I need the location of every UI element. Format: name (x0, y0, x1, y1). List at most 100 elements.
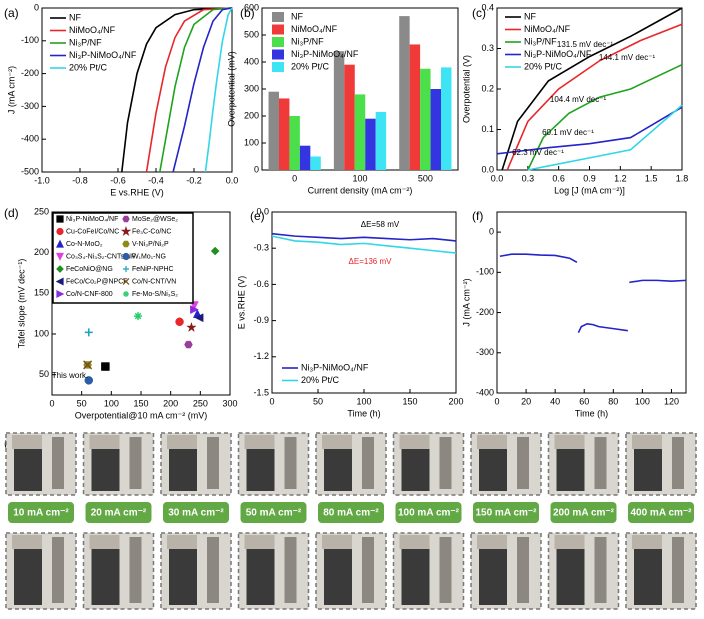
y-tick-label: -100 (476, 267, 494, 277)
legend-swatch (272, 37, 284, 47)
photo-side-view (207, 537, 219, 603)
legend-marker (122, 252, 130, 261)
photo-side-view (129, 437, 142, 489)
x-tick-label: 100 (635, 396, 650, 406)
y-tick-label: -300 (476, 347, 494, 357)
photo-electrode (91, 449, 120, 491)
photo-side-view (439, 437, 452, 489)
legend-label: NiMoO₄/NF (69, 25, 116, 35)
photo-holder (632, 535, 662, 549)
panel-label: (f) (472, 209, 483, 223)
photo-side-view (52, 437, 64, 489)
y-tick-label: -500 (21, 166, 39, 176)
photo-electrode (634, 549, 662, 605)
chart-panel: (f) -400 -300 -200 -100 0 0 20 40 60 80 100 120 Time … (461, 209, 687, 418)
x-axis-title: Log [J (mA cm⁻²)] (554, 185, 625, 195)
current-density-label: 10 mA cm⁻² (13, 508, 69, 519)
x-tick-label: -0.6 (110, 175, 126, 185)
x-tick-label: 100 (104, 398, 119, 408)
y-tick-label: -400 (476, 387, 494, 397)
photo-side-view (672, 437, 684, 489)
current-density-label: 400 mA cm⁻² (630, 508, 692, 519)
panel-label: (a) (4, 6, 19, 20)
photo-holder (89, 435, 120, 449)
data-line (527, 104, 683, 171)
x-axis-title: Current density (mA cm⁻²) (308, 185, 413, 195)
x-tick-label: 100 (356, 396, 371, 406)
legend-label: Ni₃P/NF (291, 36, 324, 46)
y-tick-label: 500 (244, 29, 259, 39)
label-pill (85, 502, 152, 523)
legend-label: Ni₃P/NF (524, 36, 557, 46)
photo-electrode (479, 449, 507, 491)
panel-label: (b) (240, 6, 255, 20)
label-pill (240, 502, 307, 523)
y-tick-label: -0.6 (253, 279, 269, 289)
bar (344, 64, 355, 170)
photo-side-view (284, 437, 297, 489)
photo-side-view (439, 537, 452, 603)
x-tick-label: 20 (521, 396, 531, 406)
data-line (499, 253, 687, 334)
y-tick-label: 0 (254, 164, 259, 174)
y-tick-label: -1.2 (253, 351, 269, 361)
x-tick-label: 50 (313, 396, 323, 406)
legend-marker (56, 227, 64, 236)
legend-swatch (272, 24, 284, 35)
photo-holder (322, 535, 352, 549)
legend-label: Ni₃P-NiMoO₄/NF (291, 49, 359, 59)
x-tick-label: 500 (418, 173, 433, 183)
y-tick-label: 0.3 (481, 43, 494, 53)
data-line (496, 106, 683, 155)
bar (268, 91, 279, 170)
legend-label: 20% Pt/C (69, 62, 108, 72)
bar (409, 44, 421, 171)
bar (430, 89, 442, 170)
data-line (145, 7, 233, 173)
photo-side-view (362, 537, 374, 603)
legend-marker (123, 266, 129, 272)
data-line (271, 235, 457, 254)
y-tick-label: 300 (244, 83, 259, 93)
x-tick-label: 100 (352, 173, 367, 183)
photo-side-view (517, 537, 529, 603)
x-tick-label: 80 (608, 396, 618, 406)
data-line (172, 7, 233, 173)
label-pill (473, 502, 539, 523)
x-tick-label: 0.9 (583, 173, 596, 183)
legend-label: NF (69, 12, 81, 22)
y-tick-label: 100 (34, 328, 49, 338)
x-tick-label: 300 (222, 398, 237, 408)
label-pill (628, 502, 694, 523)
photo-electrode (324, 449, 352, 491)
photo-side-view (672, 537, 684, 603)
legend-swatch (272, 49, 284, 60)
y-tick-label: 0.1 (481, 124, 494, 134)
current-density-label: 50 mA cm⁻² (246, 508, 302, 519)
y-axis-title: J (mA cm⁻²) (6, 66, 16, 114)
bar (310, 156, 321, 170)
bar (278, 98, 290, 170)
annotation: ΔE=136 mV (349, 257, 393, 266)
x-tick-label: 250 (193, 398, 208, 408)
label-pill (163, 502, 229, 523)
bar (333, 51, 345, 171)
scatter-point (84, 328, 93, 337)
legend-label: Fe₃C-Co/NC (132, 228, 171, 235)
legend-label: Co₃S₄-Ni₃S₂-CNTs/NF (66, 253, 135, 260)
photo-holder (12, 435, 42, 449)
x-tick-label: 150 (402, 396, 417, 406)
legend-marker (123, 291, 129, 297)
chart-panel: (d) 50 100 150 200 250 0 50 100 150 200 250 300 Overp… (4, 206, 238, 420)
legend-label: 20% Pt/C (291, 61, 330, 71)
photo-holder (167, 435, 197, 449)
y-tick-label: 200 (244, 110, 259, 120)
bar (420, 68, 431, 170)
annotation: 104.4 mV dec⁻¹ (550, 95, 607, 104)
x-tick-label: 0 (292, 173, 297, 183)
legend-marker (56, 265, 64, 273)
chart-panel: (b) 0 100 200 300 400 500 600 0 100 500 Current den… (226, 2, 459, 195)
scatter-point (101, 362, 110, 371)
annotation: 131.5 mV dec⁻¹ (557, 40, 614, 49)
